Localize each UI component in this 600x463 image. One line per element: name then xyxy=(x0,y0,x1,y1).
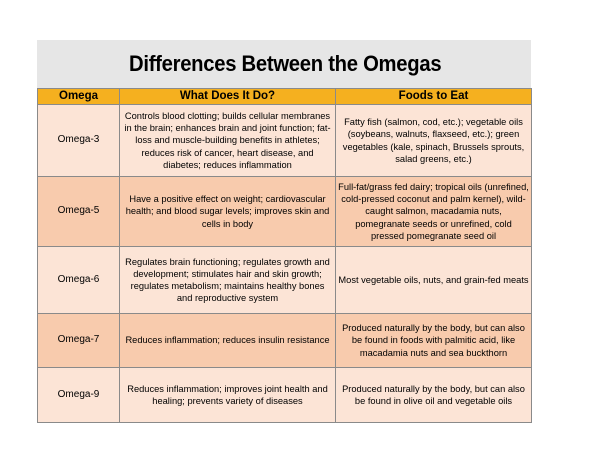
what-cell: Reduces inflammation; improves joint hea… xyxy=(119,367,336,423)
what-cell: Controls blood clotting; builds cellular… xyxy=(119,104,336,177)
foods-cell: Produced naturally by the body, but can … xyxy=(335,367,532,423)
omega-name-cell: Omega-5 xyxy=(37,176,120,247)
omega-comparison-table: Omega What Does It Do? Foods to Eat Omeg… xyxy=(37,88,532,423)
what-cell: Reduces inflammation; reduces insulin re… xyxy=(119,313,336,368)
table-row: Omega-7 Reduces inflammation; reduces in… xyxy=(37,313,532,368)
omega-name-cell: Omega-3 xyxy=(37,104,120,177)
header-foods-to-eat: Foods to Eat xyxy=(335,88,532,105)
table-row: Omega-5 Have a positive effect on weight… xyxy=(37,176,532,247)
foods-cell: Full-fat/grass fed dairy; tropical oils … xyxy=(335,176,532,247)
header-what-does-it-do: What Does It Do? xyxy=(119,88,336,105)
table-row: Omega-3 Controls blood clotting; builds … xyxy=(37,104,532,177)
foods-cell: Produced naturally by the body, but can … xyxy=(335,313,532,368)
foods-cell: Most vegetable oils, nuts, and grain-fed… xyxy=(335,246,532,314)
table-row: Omega-6 Regulates brain functioning; reg… xyxy=(37,246,532,314)
foods-cell: Fatty fish (salmon, cod, etc.); vegetabl… xyxy=(335,104,532,177)
omega-name-cell: Omega-6 xyxy=(37,246,120,314)
what-cell: Have a positive effect on weight; cardio… xyxy=(119,176,336,247)
header-omega: Omega xyxy=(37,88,120,105)
what-cell: Regulates brain functioning; regulates g… xyxy=(119,246,336,314)
omega-name-cell: Omega-7 xyxy=(37,313,120,368)
table-header-row: Omega What Does It Do? Foods to Eat xyxy=(37,88,532,105)
table-row: Omega-9 Reduces inflammation; improves j… xyxy=(37,367,532,423)
omega-name-cell: Omega-9 xyxy=(37,367,120,423)
title-band xyxy=(37,40,531,88)
page-title: Differences Between the Omegas xyxy=(129,51,442,76)
